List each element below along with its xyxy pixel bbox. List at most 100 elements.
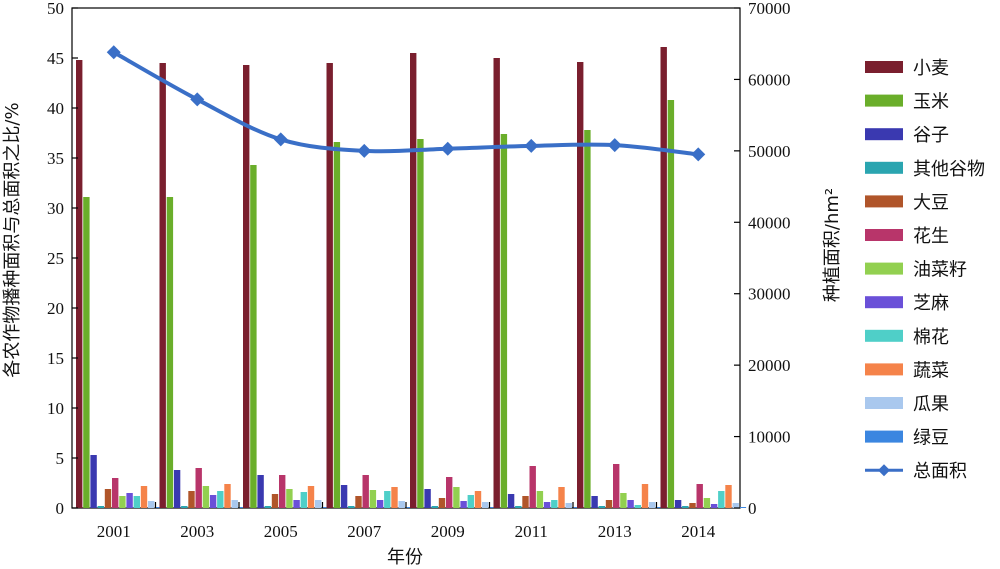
y-axis-label: 各农作物播种面积与总面积之比/% (2, 102, 23, 377)
bar-蔬菜-2005 (307, 486, 315, 508)
legend-swatch-蔬菜 (865, 363, 903, 376)
bar-瓜果-2007 (398, 501, 405, 508)
bar-其他谷物-2013 (598, 506, 605, 508)
y-tick-label-45: 45 (47, 49, 64, 68)
bar-瓜果-2009 (482, 502, 489, 508)
bar-棉花-2005 (300, 492, 307, 508)
legend-swatch-棉花 (865, 329, 903, 342)
bar-蔬菜-2013 (641, 484, 649, 508)
bar-其他谷物-2014 (682, 506, 689, 508)
bar-油菜籽-2003 (202, 486, 210, 508)
bar-芝麻-2003 (209, 495, 217, 508)
line-总面积 (112, 50, 699, 157)
legend-label-总面积: 总面积 (913, 461, 967, 482)
legend-label-蔬菜: 蔬菜 (913, 360, 949, 381)
marker-总面积-2005 (273, 132, 288, 147)
y-tick-label-10: 10 (47, 399, 64, 418)
bar-瓜果-2011 (565, 503, 572, 508)
bar-玉米-2005 (250, 165, 257, 508)
bar-玉米-2001 (83, 197, 90, 508)
legend-swatch-瓜果 (865, 397, 903, 409)
bar-绿豆-2009 (489, 507, 496, 508)
bar-棉花-2011 (551, 500, 558, 508)
bar-油菜籽-2011 (536, 491, 544, 508)
bar-绿豆-2005 (322, 507, 329, 508)
x-tick-label-2003: 2003 (180, 522, 214, 541)
bar-油菜籽-2001 (119, 496, 126, 508)
bar-小麦-2014 (660, 47, 667, 508)
bar-油菜籽-2009 (453, 487, 460, 508)
bar-花生-2003 (195, 468, 202, 508)
bar-蔬菜-2014 (725, 485, 732, 508)
bar-蔬菜-2001 (140, 486, 148, 508)
y2-tick-label-10000: 10000 (748, 428, 791, 447)
legend-swatch-谷子 (865, 128, 903, 141)
bar-芝麻-2013 (627, 500, 634, 508)
bar-花生-2014 (696, 484, 703, 508)
x-tick-label-2011: 2011 (515, 522, 548, 541)
bar-棉花-2009 (467, 495, 474, 508)
bar-大豆-2013 (605, 500, 613, 508)
bar-蔬菜-2011 (558, 487, 565, 508)
bar-玉米-2003 (166, 197, 174, 508)
bar-玉米-2007 (333, 142, 341, 508)
bar-小麦-2001 (76, 60, 83, 508)
bar-花生-2005 (279, 475, 286, 508)
x-tick-label-2014: 2014 (681, 522, 716, 541)
x-axis: 2001 2003 2005 2007 2009 2011 2013 2014 (97, 502, 716, 541)
bar-芝麻-2009 (460, 501, 467, 508)
bar-其他谷物-2007 (348, 506, 355, 508)
bar-棉花-2007 (384, 491, 391, 508)
bar-棉花-2001 (133, 496, 140, 508)
bar-谷子-2003 (173, 470, 181, 508)
legend-swatch-总面积-marker (878, 464, 890, 477)
bar-其他谷物-2005 (264, 506, 271, 508)
bar-谷子-2014 (674, 500, 682, 508)
y-axis-left: 0 5 10 15 20 25 30 35 40 45 50 (47, 0, 78, 518)
bar-花生-2011 (529, 466, 536, 508)
legend-label-油菜籽: 油菜籽 (913, 260, 967, 281)
y2-tick-label-40000: 40000 (748, 213, 791, 232)
bar-大豆-2014 (689, 503, 696, 508)
bar-小麦-2009 (410, 53, 417, 508)
bar-花生-2009 (446, 477, 453, 508)
bar-油菜籽-2005 (286, 489, 293, 508)
bar-谷子-2001 (90, 455, 97, 508)
bar-玉米-2013 (584, 130, 591, 508)
bar-玉米-2014 (667, 100, 675, 508)
bar-其他谷物-2001 (97, 506, 104, 508)
bar-绿豆-2001 (155, 507, 162, 508)
bar-油菜籽-2007 (369, 490, 377, 508)
line-layer (106, 45, 706, 162)
legend-label-大豆: 大豆 (913, 192, 949, 213)
legend-label-绿豆: 绿豆 (913, 428, 949, 449)
bar-花生-2013 (613, 464, 620, 508)
y-tick-label-20: 20 (47, 299, 64, 318)
legend-label-其他谷物: 其他谷物 (913, 159, 985, 180)
bar-其他谷物-2009 (431, 506, 438, 508)
bar-谷子-2011 (507, 494, 515, 508)
bar-芝麻-2005 (293, 500, 300, 508)
y2-tick-label-60000: 60000 (748, 70, 791, 89)
legend-swatch-花生 (865, 229, 903, 241)
bar-绿豆-2011 (572, 507, 580, 508)
legend-swatch-大豆 (865, 195, 903, 208)
y2-tick-label-50000: 50000 (748, 142, 791, 161)
bar-小麦-2007 (326, 63, 333, 508)
bar-小麦-2005 (243, 65, 250, 508)
bar-绿豆-2007 (405, 507, 413, 508)
marker-总面积-2014 (691, 147, 706, 162)
marker-总面积-2003 (190, 92, 205, 107)
bar-谷子-2007 (340, 485, 348, 508)
y-tick-label-25: 25 (47, 249, 64, 268)
y2-tick-label-30000: 30000 (748, 285, 791, 304)
y2-axis-label: 种植面积/hm² (822, 188, 843, 302)
bar-layer (76, 47, 747, 508)
bar-谷子-2005 (257, 475, 264, 508)
marker-总面积-2009 (440, 141, 455, 156)
bar-蔬菜-2007 (391, 487, 398, 508)
legend-swatch-小麦 (865, 61, 903, 73)
bar-瓜果-2013 (649, 502, 656, 508)
y2-tick-label-20000: 20000 (748, 356, 791, 375)
